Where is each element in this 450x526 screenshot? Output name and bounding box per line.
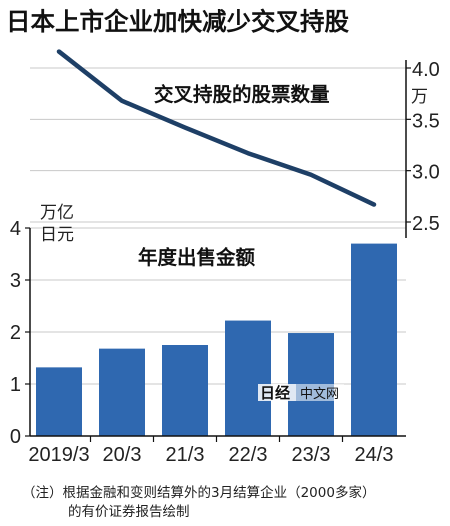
right-tick-label: 2.5 [412,213,440,235]
bar [36,367,82,436]
bar-series [36,243,397,436]
x-tick-label: 23/3 [292,444,331,466]
left-axis-unit-line-1: 万亿 [40,203,74,222]
footnote-line-1: （注）根据金融和变则结算外的3月结算企业（2000多家） [22,485,376,501]
chart-title: 日本上市企业加快减少交叉持股 [6,7,349,36]
gridlines [30,67,406,385]
bar [162,345,208,436]
nikkei-watermark: 日经 中文网 [258,384,344,402]
line-series-label: 交叉持股的股票数量 [154,83,330,106]
watermark-logo: 日经 [260,384,290,402]
axis-ticks: 0 1 2 3 4 2.5 3.0 3.5 4.0 2019/3 20/3 21/3 22/3 23/3 2… [10,59,440,466]
x-tick-label: 2019/3 [28,444,89,466]
left-tick-label: 0 [10,426,21,448]
bar [351,243,397,436]
x-tick-label: 24/3 [355,444,394,466]
left-tick-label: 4 [10,218,21,240]
x-tick-label: 20/3 [103,444,142,466]
footnote-line-2: 的有价证券报告绘制 [68,504,190,520]
left-tick-label: 1 [10,374,21,396]
x-tick-label: 22/3 [229,444,268,466]
x-tick-label: 21/3 [166,444,205,466]
footnote: （注）根据金融和变则结算外的3月结算企业（2000多家） 的有价证券报告绘制 [22,484,442,522]
bar [99,348,145,436]
bar-series-label: 年度出售金额 [138,246,256,269]
left-axis-unit-line-2: 日元 [40,225,74,244]
right-tick-label: 4.0 [412,59,440,81]
right-tick-label: 3.0 [412,162,440,184]
left-tick-label: 2 [10,322,21,344]
right-axis-unit: 万 [411,87,428,106]
watermark-site: 中文网 [300,387,339,402]
bar [225,320,271,436]
series-line [56,49,377,207]
right-tick-label: 3.5 [412,110,440,132]
line-series [56,49,377,207]
left-tick-label: 3 [10,270,21,292]
